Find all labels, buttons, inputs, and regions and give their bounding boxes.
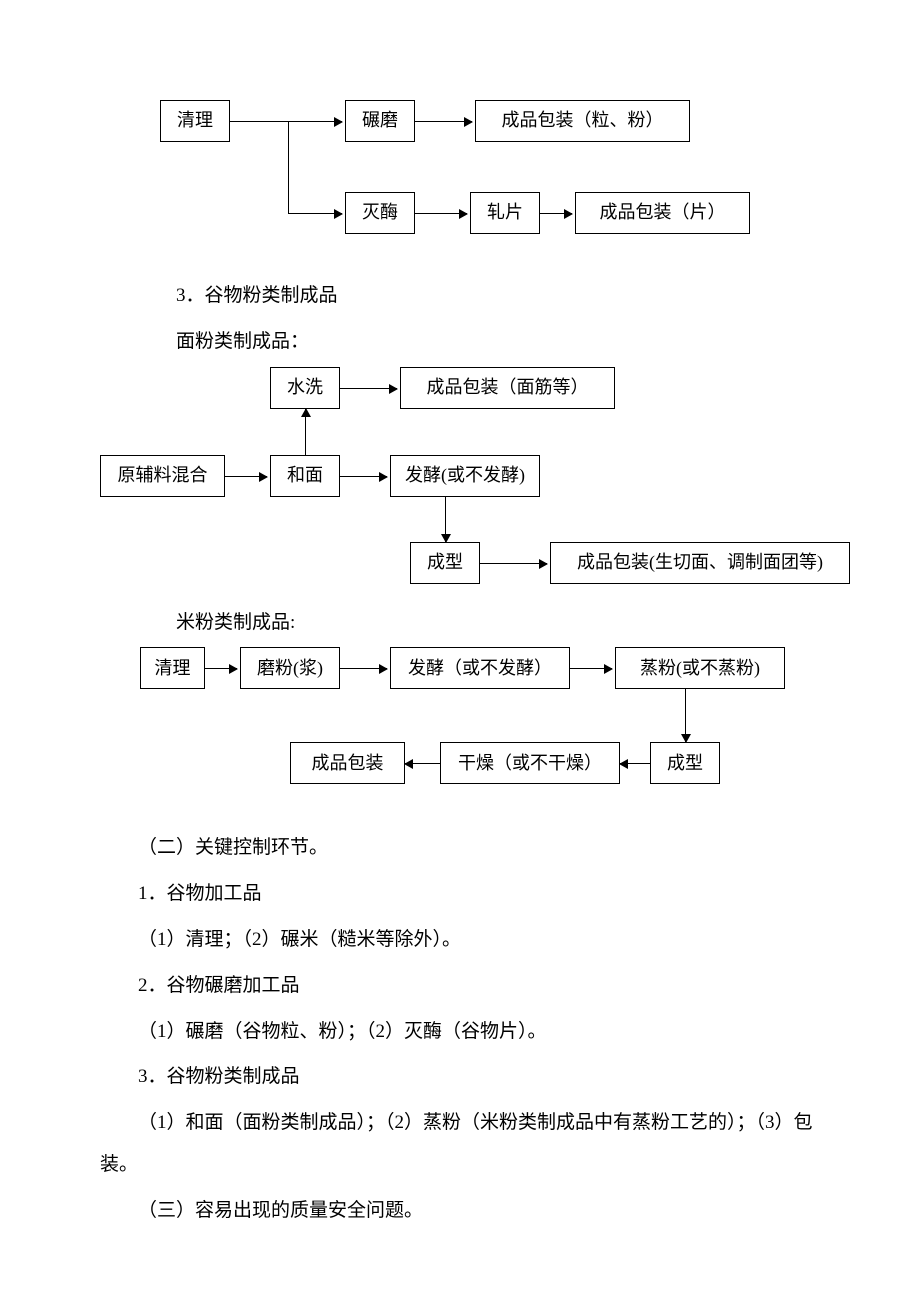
text-item-1-detail: （1）清理；（2）碾米（糙米等除外）。	[100, 919, 820, 961]
diagram-grain-milling: 清理 碾磨 成品包装（粒、粉） 灭酶 轧片 成品包装（片）	[160, 100, 820, 265]
node-steam: 蒸粉(或不蒸粉)	[615, 647, 785, 689]
diagram-flour-products: 水洗 成品包装（面筋等） 原辅料混合 和面 发酵(或不发酵) 成型 成品包装(生…	[100, 367, 820, 592]
text-section-2: （二）关键控制环节。	[100, 827, 820, 869]
node-pack-gluten: 成品包装（面筋等）	[400, 367, 615, 409]
text-item-2-detail: （1）碾磨（谷物粒、粉）；（2）灭酶（谷物片）。	[100, 1011, 820, 1053]
node-wash: 水洗	[270, 367, 340, 409]
node-grind: 碾磨	[345, 100, 415, 142]
node-mill: 磨粉(浆)	[240, 647, 340, 689]
node-pack-noodle: 成品包装(生切面、调制面团等)	[550, 542, 850, 584]
node-mix: 原辅料混合	[100, 455, 225, 497]
text-item-3-content: （1）和面（面粉类制成品）；（2）蒸粉（米粉类制成品中有蒸粉工艺的）；（3）包装…	[100, 1112, 813, 1175]
node-pack-flake: 成品包装（片）	[575, 192, 750, 234]
text-rice-flour-products: 米粉类制成品:	[100, 602, 820, 644]
text-item-1: 1．谷物加工品	[100, 873, 820, 915]
node-clean2: 清理	[140, 647, 205, 689]
text-flour-products: 面粉类制成品：	[100, 321, 820, 363]
diagram-rice-flour-products: 清理 磨粉(浆) 发酵（或不发酵） 蒸粉(或不蒸粉) 成型 干燥（或不干燥） 成…	[140, 647, 820, 817]
text-item-3-detail: （1）和面（面粉类制成品）；（2）蒸粉（米粉类制成品中有蒸粉工艺的）；（3）包装…	[100, 1102, 820, 1186]
text-section-3: （三）容易出现的质量安全问题。	[100, 1190, 820, 1232]
node-roll: 轧片	[470, 192, 540, 234]
node-ferment2: 发酵（或不发酵）	[390, 647, 570, 689]
text-item-3: 3．谷物粉类制成品	[100, 1056, 820, 1098]
node-pack3: 成品包装	[290, 742, 405, 784]
node-clean: 清理	[160, 100, 230, 142]
node-enzyme: 灭酶	[345, 192, 415, 234]
node-knead: 和面	[270, 455, 340, 497]
node-form: 成型	[410, 542, 480, 584]
node-ferment: 发酵(或不发酵)	[390, 455, 540, 497]
text-heading-3: 3．谷物粉类制成品	[100, 275, 820, 317]
node-form2: 成型	[650, 742, 720, 784]
node-dry: 干燥（或不干燥）	[440, 742, 620, 784]
node-pack-grain: 成品包装（粒、粉）	[475, 100, 690, 142]
text-item-2: 2．谷物碾磨加工品	[100, 965, 820, 1007]
